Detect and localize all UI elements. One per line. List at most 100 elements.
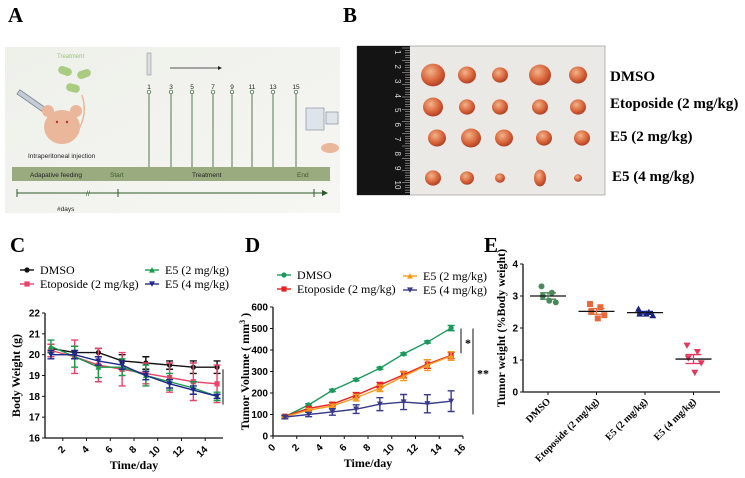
day-label: 7	[211, 84, 215, 91]
tumor	[574, 174, 582, 182]
data-point	[448, 353, 455, 359]
break-mark: //	[86, 191, 90, 198]
ruler-number: 6	[393, 123, 402, 128]
data-point	[329, 403, 336, 409]
sem-bar	[540, 292, 556, 300]
ruler-number: 4	[393, 94, 402, 99]
x-tick-label: 8	[361, 442, 373, 454]
photo-row-label: E5 (2 mg/kg)	[610, 129, 693, 145]
x-tick-label: 14	[429, 442, 445, 458]
y-tick-label: 18	[29, 392, 41, 403]
data-point	[190, 387, 197, 393]
sem-bar	[637, 310, 653, 315]
photo-row-label: E5 (4 mg/kg)	[612, 169, 695, 185]
day-marker	[189, 89, 195, 95]
data-point	[691, 369, 699, 377]
tumor	[574, 130, 590, 146]
day-label: 5	[190, 84, 194, 91]
data-point	[424, 362, 431, 368]
injection-label: Intraperitoneal injection	[28, 153, 96, 160]
tumor	[458, 66, 476, 84]
legend-label: E5 (2 mg/kg)	[423, 269, 487, 283]
x-tick-label: 16	[452, 442, 468, 458]
data-point	[353, 406, 360, 412]
phase-end: End	[297, 172, 309, 179]
day-label: 13	[269, 84, 277, 91]
data-point	[166, 381, 173, 387]
y-tick-label: 2	[512, 324, 518, 335]
sem-bar	[685, 353, 702, 365]
day-marker	[270, 89, 276, 95]
data-point	[119, 362, 126, 368]
series-line	[284, 354, 452, 417]
series-line	[284, 400, 452, 418]
data-point	[448, 398, 455, 405]
ruler-number: 1	[393, 50, 402, 55]
mouse-icon	[42, 94, 85, 144]
x-tick-label: 12	[171, 444, 187, 460]
days-label: #days	[57, 206, 75, 213]
tumor	[495, 173, 505, 183]
group-etoposide-2-mg-kg-	[578, 301, 615, 322]
data-point	[95, 364, 102, 370]
data-point	[281, 414, 288, 420]
ruler-number: 2	[393, 65, 402, 70]
data-point	[214, 393, 221, 400]
tumor	[534, 169, 546, 187]
legend-label: E5 (4 mg/kg)	[423, 283, 487, 297]
y-tick-label: 600	[251, 303, 268, 314]
tumor	[492, 67, 508, 83]
data-point	[400, 373, 407, 379]
data-point	[424, 339, 430, 345]
data-point	[407, 273, 413, 279]
photo-row-label: Etoposide (2 mg/kg)	[610, 96, 738, 112]
ruler-number: 9	[393, 166, 402, 171]
data-point	[71, 352, 78, 358]
series-e5-2-mg-kg-	[281, 351, 455, 420]
data-point	[552, 299, 559, 306]
data-point	[353, 377, 359, 383]
data-point	[635, 305, 642, 312]
data-point	[305, 407, 312, 413]
y-tick-label: 21	[29, 329, 41, 340]
data-point	[401, 351, 407, 357]
day-ticks: 1 3 5 7 9 11 13 15	[146, 84, 300, 167]
y-axis-label: Body Weight (g)	[9, 334, 23, 417]
data-point	[95, 358, 102, 364]
x-tick-label: 14	[195, 444, 211, 460]
phase-start: Start	[110, 172, 124, 179]
tumor	[423, 97, 443, 117]
day-label: 9	[230, 84, 234, 91]
significance-label: *	[465, 336, 471, 350]
legend-label: E5 (2 mg/kg)	[165, 263, 229, 277]
phase-bar	[12, 167, 330, 181]
data-point	[407, 287, 413, 293]
data-point	[587, 301, 593, 307]
tumor	[461, 128, 481, 148]
panel-label-d: D	[245, 233, 260, 257]
tumor	[428, 129, 446, 147]
tumor-photo: 1 2 3 4 5 6 7 8 9 10	[356, 45, 606, 196]
lab-equipment-icon	[305, 107, 339, 153]
small-syringe-icon	[146, 52, 152, 76]
ruler-number: 10	[393, 181, 402, 190]
x-tick-label: 6	[104, 444, 116, 456]
y-tick-label: 0	[262, 432, 268, 443]
ruler-number: 8	[393, 152, 402, 157]
series-line	[284, 355, 452, 418]
tumor	[492, 99, 508, 115]
series-e5-4-mg-kg-	[47, 349, 221, 400]
tumor	[569, 66, 587, 84]
data-point	[649, 311, 657, 319]
y-tick-label: 20	[29, 350, 41, 361]
data-point	[329, 387, 335, 394]
tumor	[495, 129, 513, 147]
data-point	[47, 352, 54, 358]
tumor	[425, 170, 441, 186]
panel-label-e: E	[484, 233, 498, 257]
day-label: 1	[147, 84, 151, 91]
day-marker	[168, 89, 174, 95]
